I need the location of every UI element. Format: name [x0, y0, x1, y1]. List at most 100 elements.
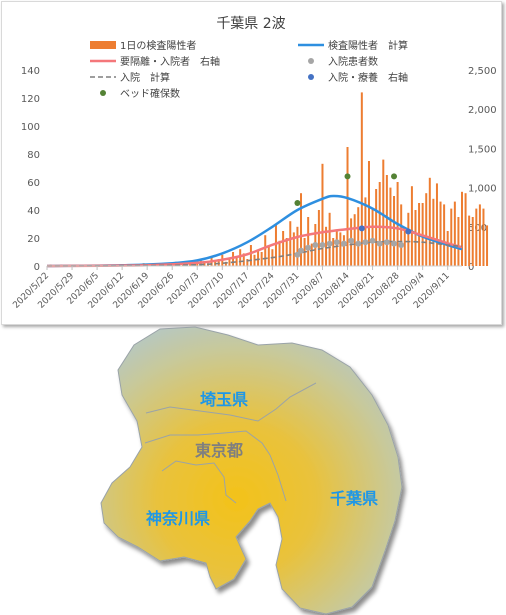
bar [328, 212, 331, 266]
legend-swatch [308, 58, 314, 64]
bar [228, 257, 231, 266]
legend-label: 1日の検査陽性者 [120, 39, 196, 52]
bar [482, 208, 485, 266]
data-point [344, 173, 351, 180]
bar [382, 159, 385, 266]
bar [457, 217, 460, 266]
y-left-tick-label: 80 [27, 150, 40, 161]
data-point [348, 237, 355, 244]
y-right-tick-label: 1,000 [468, 184, 497, 195]
bar [385, 175, 388, 266]
bar [393, 196, 396, 266]
bar [217, 259, 220, 266]
data-point [298, 247, 305, 254]
bar [360, 92, 363, 267]
bar [428, 177, 431, 266]
y-axis-left: 0 20 40 60 80 100 120 140 [21, 66, 40, 273]
y-left-tick-label: 100 [21, 122, 40, 133]
bar [203, 261, 206, 266]
bar [292, 232, 295, 266]
bar [407, 212, 410, 266]
legend-label: 入院 計算 [120, 71, 170, 84]
bar [232, 252, 235, 266]
label-kanagawa: 神奈川県 [146, 509, 210, 528]
data-point [340, 240, 347, 247]
legend-label: 入院・療養 右軸 [328, 71, 408, 84]
bar-series [49, 92, 489, 267]
legend-label: 要隔離・入院者 右軸 [120, 55, 220, 68]
bar [285, 238, 288, 266]
y-left-tick-label: 0 [34, 262, 40, 273]
y-left-tick-label: 140 [21, 66, 40, 77]
bar [453, 201, 456, 266]
data-point [312, 242, 319, 248]
bar [307, 217, 310, 266]
bar [364, 197, 367, 266]
bar [400, 204, 403, 266]
bar [410, 186, 413, 266]
y-right-tick-label: 500 [468, 223, 487, 234]
dot-series [294, 173, 412, 258]
bar [403, 229, 406, 266]
bar [253, 254, 256, 266]
bar [446, 231, 449, 266]
bar [249, 245, 252, 266]
data-point [362, 239, 369, 246]
y-axis-right: 0 500 1,000 1,500 2,000 2,500 [468, 66, 497, 273]
data-point [333, 239, 340, 246]
data-point [391, 173, 398, 180]
bar [443, 204, 446, 266]
y-right-tick-label: 1,500 [468, 144, 497, 155]
bar [181, 264, 184, 266]
bar [486, 225, 489, 266]
legend-swatch [90, 41, 116, 49]
label-saitama: 埼玉県 [200, 390, 248, 409]
data-point [355, 240, 362, 247]
bar [475, 208, 478, 266]
bar [378, 182, 381, 266]
legend-swatch [100, 90, 106, 96]
bar [317, 210, 320, 266]
bar [346, 147, 349, 266]
bar [367, 161, 370, 266]
bar [278, 240, 281, 266]
bar [257, 250, 260, 266]
x-axis: 2020/5/222020/5/292020/6/52020/6/122020/… [11, 266, 452, 311]
bar [325, 226, 328, 266]
bar [289, 221, 292, 266]
prefecture-borders [144, 382, 317, 504]
bar [439, 201, 442, 266]
bar [264, 235, 267, 266]
bar [371, 208, 374, 266]
data-point [358, 225, 365, 232]
bar [342, 235, 345, 266]
data-point [319, 242, 326, 248]
bar [274, 224, 277, 266]
bar [357, 207, 360, 266]
bar [414, 210, 417, 266]
data-point [383, 239, 390, 246]
bar [450, 208, 453, 266]
bar [335, 229, 338, 266]
map-land-shape [100, 326, 403, 615]
data-point [405, 228, 412, 235]
bar [260, 252, 263, 266]
legend-label: 入院患者数 [328, 55, 378, 68]
bar [300, 193, 303, 266]
data-point [376, 240, 383, 247]
legend-label: 検査陽性者 計算 [328, 39, 408, 52]
bar [468, 215, 471, 266]
bar [267, 246, 270, 266]
bar [432, 198, 435, 266]
label-chiba: 千葉県 [330, 489, 378, 508]
data-point [369, 237, 376, 244]
bar [282, 231, 285, 266]
bar [435, 183, 438, 266]
legend-label: ベッド確保数 [120, 87, 180, 100]
y-left-tick-label: 60 [27, 178, 40, 189]
y-left-tick-label: 120 [21, 94, 40, 105]
data-point [294, 251, 301, 258]
series-line [46, 225, 463, 268]
